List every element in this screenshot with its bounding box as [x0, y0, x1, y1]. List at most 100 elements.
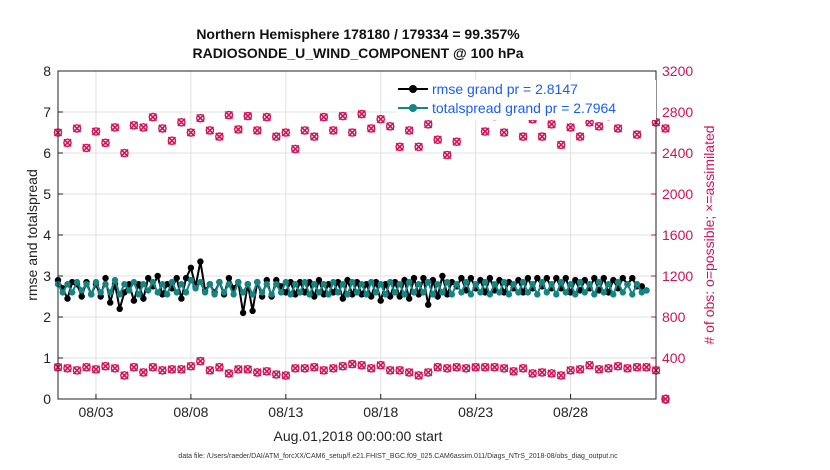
- y-tick-label-right: 400: [662, 350, 686, 366]
- obs-possible-marker: [139, 123, 148, 132]
- obs-assimilated-marker: [566, 366, 575, 375]
- obs-assimilated-marker: [357, 109, 366, 119]
- data-point: [292, 281, 299, 288]
- obs-assimilated-marker: [329, 364, 338, 373]
- obs-marker: [205, 365, 215, 375]
- obs-assimilated-marker: [556, 371, 566, 380]
- data-point: [595, 278, 603, 286]
- obs-assimilated-marker: [186, 362, 196, 371]
- obs-marker: [423, 120, 433, 129]
- obs-marker: [290, 363, 300, 373]
- obs-possible-marker: [167, 136, 177, 145]
- obs-assimilated-marker: [215, 363, 224, 372]
- data-point: [401, 291, 408, 298]
- data-point: [230, 291, 237, 298]
- obs-marker: [490, 362, 499, 372]
- data-point: [263, 281, 270, 288]
- data-point: [358, 281, 365, 288]
- obs-possible-marker: [338, 111, 348, 121]
- obs-marker: [575, 132, 585, 141]
- data-point: [239, 289, 247, 296]
- data-point: [334, 278, 342, 286]
- data-point: [406, 295, 413, 302]
- data-point: [529, 281, 536, 288]
- data-point: [481, 289, 489, 296]
- obs-marker: [556, 371, 566, 380]
- obs-possible-marker: [423, 120, 433, 129]
- legend-label-rmse: rmse grand pr = 2.8147: [432, 81, 578, 97]
- data-point: [225, 274, 233, 282]
- data-point: [287, 291, 294, 298]
- obs-marker: [215, 362, 224, 372]
- obs-possible-marker: [224, 110, 234, 120]
- obs-marker: [148, 112, 158, 122]
- obs-assimilated-marker: [632, 363, 642, 372]
- y-axis-label-right: # of obs: o=possible; ×=assimilated: [701, 125, 717, 344]
- data-point: [306, 278, 313, 286]
- obs-marker: [661, 124, 670, 133]
- obs-possible-marker: [518, 132, 528, 141]
- obs-possible-marker: [357, 109, 367, 119]
- obs-possible-marker: [300, 126, 310, 135]
- obs-marker: [547, 120, 556, 129]
- obs-marker: [186, 361, 196, 371]
- obs-possible-marker: [129, 121, 139, 130]
- obs-assimilated-marker: [433, 135, 442, 144]
- data-point: [168, 278, 176, 286]
- obs-assimilated-marker: [414, 142, 423, 152]
- y-tick-label-left: 4: [43, 227, 51, 243]
- obs-possible-marker: [309, 132, 319, 141]
- obs-assimilated-marker: [186, 128, 196, 137]
- obs-marker: [613, 361, 623, 371]
- obs-possible-marker: [528, 369, 537, 378]
- data-point: [410, 274, 418, 282]
- obs-possible-marker: [319, 112, 329, 122]
- obs-marker: [215, 132, 224, 141]
- x-tick-label: 08/28: [553, 404, 588, 420]
- data-point: [372, 289, 380, 296]
- obs-assimilated-marker: [139, 123, 148, 132]
- obs-assimilated-marker: [253, 126, 262, 135]
- obs-marker: [158, 124, 167, 133]
- data-point: [463, 278, 470, 286]
- data-point: [396, 281, 403, 288]
- obs-marker: [148, 362, 158, 372]
- obs-marker: [414, 142, 424, 152]
- data-point: [610, 291, 617, 298]
- obs-assimilated-marker: [262, 112, 271, 122]
- y-tick-label-right: 2800: [662, 104, 693, 120]
- obs-assimilated-marker: [443, 364, 452, 373]
- data-point: [629, 291, 636, 298]
- obs-assimilated-marker: [205, 126, 215, 135]
- data-point: [330, 278, 337, 286]
- obs-possible-marker: [347, 128, 357, 137]
- obs-marker: [594, 122, 604, 131]
- obs-possible-marker: [547, 120, 556, 129]
- obs-possible-marker: [63, 363, 72, 373]
- obs-marker: [414, 371, 424, 380]
- data-point: [206, 281, 214, 288]
- data-point: [629, 274, 636, 282]
- obs-assimilated-marker: [376, 361, 385, 370]
- obs-marker: [338, 111, 348, 121]
- obs-marker: [167, 136, 177, 145]
- data-point: [225, 281, 233, 288]
- y-tick-label-left: 0: [43, 391, 51, 407]
- obs-possible-marker: [537, 132, 547, 141]
- obs-marker: [158, 365, 167, 375]
- obs-marker: [537, 368, 547, 377]
- obs-possible-marker: [290, 144, 300, 154]
- data-point: [467, 291, 475, 298]
- data-point: [325, 281, 332, 288]
- obs-assimilated-marker: [547, 120, 556, 129]
- obs-assimilated-marker: [158, 124, 167, 133]
- data-point: [524, 289, 532, 296]
- chart-title: Northern Hemisphere 178180 / 179334 = 99…: [196, 26, 520, 42]
- data-point: [425, 301, 432, 308]
- data-point: [164, 291, 171, 298]
- x-tick-label: 08/23: [458, 404, 493, 420]
- data-point: [273, 281, 280, 288]
- data-point: [444, 278, 451, 286]
- obs-marker: [196, 113, 205, 123]
- data-point: [562, 274, 569, 282]
